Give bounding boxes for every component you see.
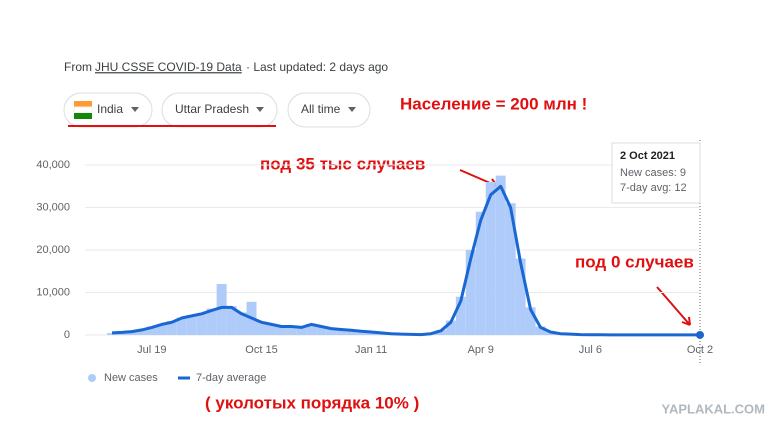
bar (316, 326, 327, 335)
bar (216, 284, 227, 335)
y-tick-label: 40,000 (36, 159, 70, 171)
bar (346, 329, 357, 335)
source-link[interactable]: JHU CSSE COVID-19 Data (95, 60, 242, 74)
bar (266, 323, 277, 335)
bar (356, 330, 367, 335)
bar (336, 329, 347, 335)
bar (485, 182, 496, 335)
x-tick-label: Oct 15 (245, 344, 277, 356)
point (696, 330, 704, 339)
tooltip-date: 2 Oct 2021 (620, 150, 675, 162)
bar (186, 315, 197, 335)
bar (475, 211, 486, 335)
bar (236, 312, 247, 335)
watermark: YAPLAKAL.COM (661, 401, 765, 416)
bar (196, 312, 207, 335)
x-tick-label: Oct 2 (687, 344, 713, 356)
filter-label: All time (301, 102, 341, 116)
bar (505, 203, 516, 335)
flag (74, 113, 92, 119)
annotation: под 0 случаев (575, 252, 694, 271)
plot: 0 10,000 20,000 30,000 40,000 Jul 19 Oct 15 Jan… (36, 159, 713, 384)
line (111, 184, 700, 337)
bar (515, 258, 526, 335)
arrow (656, 286, 691, 326)
flag (73, 106, 93, 114)
bar (445, 320, 456, 335)
source-prefix: From (64, 60, 92, 74)
annotation: ( уколотых порядка 10% ) (205, 393, 419, 412)
annotation: Население = 200 млн ! (400, 94, 587, 113)
bar (226, 306, 237, 335)
filter-label: Uttar Pradesh (175, 102, 249, 116)
bar (206, 308, 217, 335)
bar (146, 326, 157, 335)
legend-marker (88, 374, 96, 382)
y-tick-label: 0 (64, 329, 70, 341)
bar (286, 326, 297, 335)
tooltip (611, 142, 701, 204)
bar (136, 329, 147, 335)
bar (256, 321, 267, 335)
bar (495, 175, 506, 335)
dropdown-icon (348, 107, 356, 112)
dropdown-icon (131, 107, 139, 112)
dropdown-icon (256, 107, 264, 112)
annotation: под 35 тыс случаев (260, 154, 425, 173)
y-tick-label: 30,000 (36, 201, 70, 213)
y-tick-label: 10,000 (36, 286, 70, 298)
filter-label: India (97, 102, 123, 116)
x-tick-label: Jul 19 (137, 344, 166, 356)
bar (107, 333, 117, 335)
bar (326, 328, 337, 335)
x-tick-label: Apr 9 (468, 344, 494, 356)
bar (535, 326, 546, 335)
filter-time[interactable] (287, 92, 371, 128)
bar (176, 317, 187, 335)
y-tick-label: 20,000 (36, 244, 70, 256)
bar (525, 307, 536, 335)
bar (465, 250, 476, 335)
flag (74, 101, 92, 107)
legend-label: New cases (104, 372, 158, 384)
bar (455, 296, 466, 335)
x-tick-label: Jan 11 (355, 344, 387, 356)
tooltip-line: 7-day avg: 12 (620, 182, 687, 194)
bar (296, 326, 307, 335)
bar (166, 320, 177, 335)
bar (306, 323, 317, 335)
updated: · Last updated: 2 days ago (246, 60, 388, 74)
bar (156, 323, 167, 335)
x-tick-label: Jul 6 (579, 344, 602, 356)
bar (276, 326, 287, 335)
tooltip-line: New cases: 9 (620, 167, 686, 179)
legend-label: 7-day average (196, 372, 266, 384)
bar (435, 329, 446, 335)
